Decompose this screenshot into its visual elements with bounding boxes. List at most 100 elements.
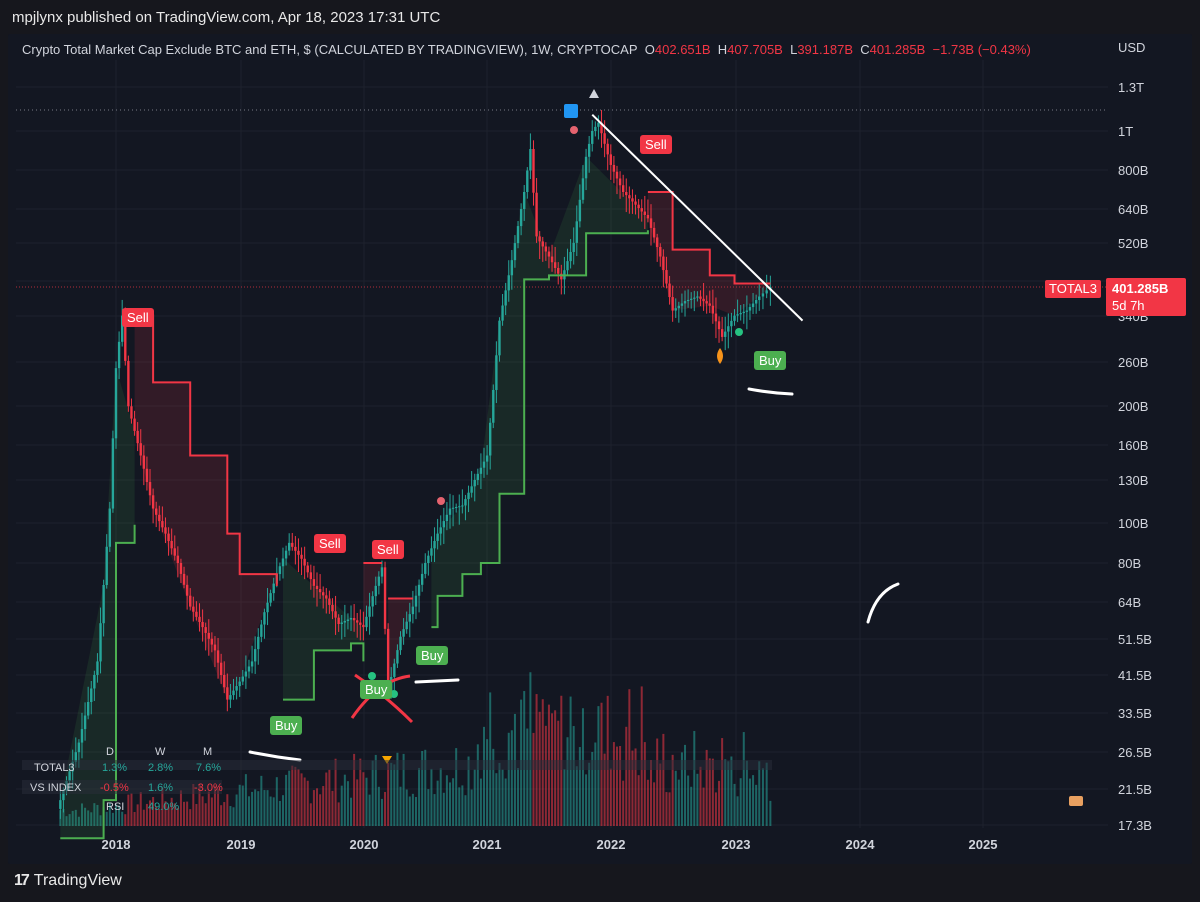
candle-body <box>643 211 647 215</box>
candle-body <box>235 686 238 691</box>
table-cell: 7.6% <box>196 762 222 774</box>
volume-bar <box>708 758 711 826</box>
candle-body <box>659 247 662 257</box>
volume-bar <box>65 816 68 826</box>
candle-body <box>690 298 693 300</box>
volume-bar <box>736 796 739 826</box>
table-cell: 1.3% <box>102 762 128 774</box>
candle-body <box>343 621 347 623</box>
candle-body <box>736 314 739 316</box>
candle-body <box>668 283 671 298</box>
volume-bar <box>368 794 371 826</box>
currency-label[interactable]: USD <box>1118 40 1146 55</box>
volume-bar <box>739 778 742 826</box>
candle-body <box>303 558 306 566</box>
volume-bar <box>408 796 411 826</box>
cube-icon <box>564 104 578 118</box>
volume-bar <box>77 816 80 826</box>
candle-body <box>148 482 152 496</box>
candle-body <box>547 251 551 257</box>
candle-body <box>300 554 303 559</box>
candle-body <box>739 313 742 315</box>
candle-body <box>405 621 408 630</box>
candle-body <box>417 584 421 596</box>
candle-body <box>192 606 195 612</box>
volume-bar <box>99 815 102 826</box>
supertrend-segment <box>647 191 771 285</box>
volume-bar <box>479 778 482 826</box>
volume-bar <box>309 803 312 826</box>
candle-body <box>68 771 71 781</box>
y-tick-label: 21.5B <box>1118 782 1152 797</box>
volume-bar <box>411 793 414 826</box>
volume-bar <box>220 805 223 826</box>
legend-low-label: L <box>790 42 798 57</box>
y-tick-label: 33.5B <box>1118 706 1152 721</box>
candle-body <box>507 275 510 291</box>
candle-body <box>185 584 189 596</box>
volume-bar <box>619 745 622 826</box>
volume-bar <box>167 806 170 826</box>
volume-bar <box>263 790 266 826</box>
candle-body <box>269 593 272 603</box>
table-cell: -0.5% <box>100 782 129 794</box>
volume-bar <box>693 730 696 826</box>
table-header: W <box>155 746 166 758</box>
candle-body <box>532 149 535 193</box>
candle-body <box>402 629 405 637</box>
candle-body <box>281 558 285 567</box>
candle-body <box>120 315 124 342</box>
y-tick-label: 41.5B <box>1118 668 1152 683</box>
volume-bar <box>696 773 699 826</box>
y-tick-label: 130B <box>1118 473 1148 488</box>
volume-bar <box>646 779 649 826</box>
volume-bar <box>680 752 683 826</box>
volume-bar <box>244 774 247 826</box>
candle-body <box>74 752 77 762</box>
legend-close-label: C <box>860 42 870 57</box>
volume-bar <box>142 809 145 826</box>
y-tick-label: 640B <box>1118 202 1148 217</box>
y-tick-label: 17.3B <box>1118 818 1152 833</box>
volume-bar <box>362 772 365 826</box>
volume-bar <box>204 803 207 826</box>
candle-body <box>461 505 464 507</box>
volume-bar <box>402 753 405 826</box>
candle-body <box>553 262 557 268</box>
candle-body <box>566 261 569 271</box>
volume-bar <box>90 812 93 826</box>
volume-bar <box>650 759 653 826</box>
y-tick-label: 1T <box>1118 124 1133 139</box>
volume-bar <box>241 785 244 826</box>
volume-bar <box>149 800 152 826</box>
volume-bar <box>653 782 656 826</box>
volume-bar <box>118 805 121 826</box>
volume-bar <box>622 780 625 826</box>
candle-body <box>587 143 591 157</box>
candle-body <box>637 204 640 209</box>
chart-frame[interactable] <box>8 34 1192 864</box>
volume-bar <box>448 782 451 826</box>
table-header: D <box>106 746 114 758</box>
volume-bar <box>179 790 182 826</box>
candle-body <box>615 171 619 179</box>
y-tick-label: 26.5B <box>1118 745 1152 760</box>
tradingview-logo[interactable]: 17 TradingView <box>14 872 122 890</box>
volume-bar <box>591 751 594 826</box>
candle-body <box>250 661 254 667</box>
volume-bar <box>365 777 368 826</box>
y-tick-label: 100B <box>1118 516 1148 531</box>
candle-body <box>451 507 455 509</box>
volume-bar <box>183 801 186 826</box>
volume-bar <box>510 730 513 826</box>
buy-signal: Buy <box>416 646 449 665</box>
volume-bar <box>458 787 461 826</box>
volume-bar <box>489 692 492 826</box>
supertrend-segment <box>431 230 649 629</box>
buy-signal: Buy <box>360 680 393 699</box>
volume-bar <box>690 786 693 826</box>
volume-bar <box>452 778 455 826</box>
x-axis: 2018 2019 2020 2021 2022 2023 2024 2025 <box>102 837 998 852</box>
candle-body <box>414 595 418 607</box>
